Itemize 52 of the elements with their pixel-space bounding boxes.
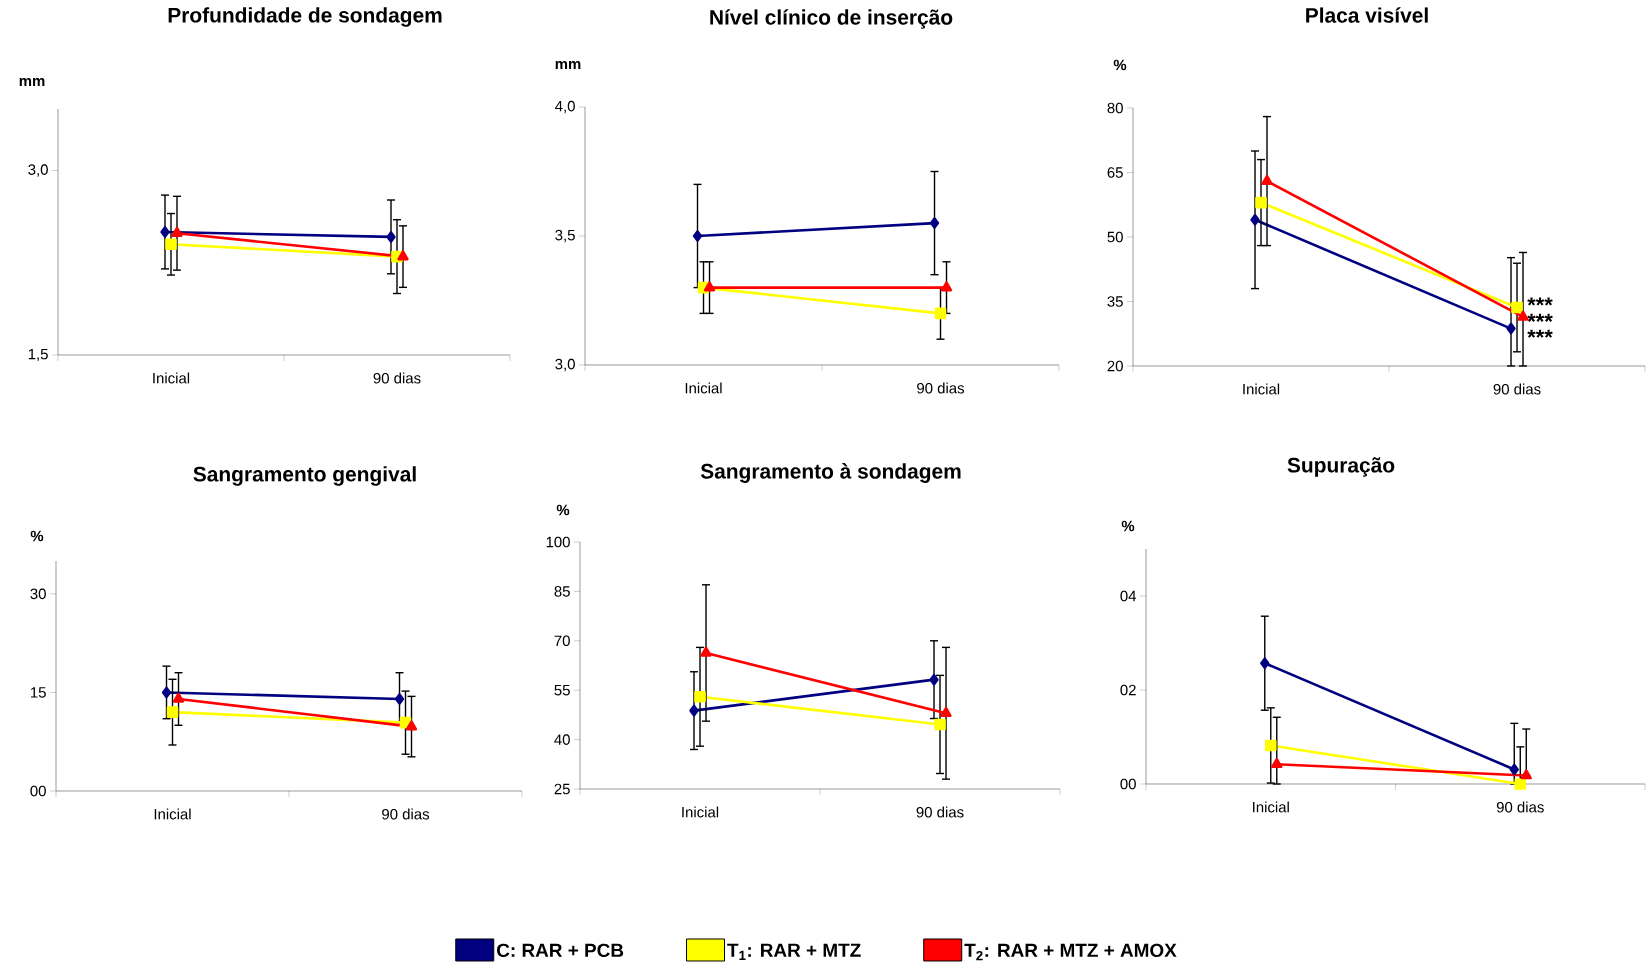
y-tick-label: 35 [1107, 296, 1123, 307]
chart-title: Profundidade de sondagem [168, 7, 442, 27]
x-tick-label: Inicial [685, 382, 722, 394]
legend-label: C: RAR + PCB [497, 943, 624, 958]
annotation: *** [1527, 313, 1553, 322]
y-axis-title: % [30, 530, 44, 542]
y-tick-label: 70 [554, 635, 570, 647]
x-tick-label: 90 dias [1496, 801, 1544, 813]
x-tick-label: Inicial [682, 806, 719, 818]
y-tick-label: 20 [1107, 360, 1123, 372]
y-axis-title: % [1113, 59, 1127, 71]
y-tick-label: 65 [1107, 167, 1123, 178]
x-tick-label: Inicial [1243, 383, 1280, 395]
y-tick-label: 40 [554, 734, 570, 745]
y-tick-label: 50 [1107, 231, 1123, 243]
x-tick-label: Inicial [154, 808, 191, 820]
chart-title: Sangramento à sondagem [700, 463, 961, 483]
x-tick-label: 90 dias [382, 808, 430, 820]
x-tick-label: Inicial [1253, 801, 1289, 813]
y-tick-label: 55 [554, 684, 570, 696]
y-axis-title: mm [555, 60, 581, 70]
legend-label: T$_{2}$: RAR + MTZ + AMOX [964, 943, 1177, 961]
x-tick-label: 90 dias [917, 382, 965, 394]
y-tick-label: 4,0 [555, 100, 575, 114]
chart-title: Placa visível [1306, 7, 1428, 23]
chart-title: Supuração [1287, 457, 1395, 477]
y-tick-label: 3,0 [555, 358, 575, 372]
y-tick-label: 30 [30, 588, 46, 600]
y-tick-label: 25 [554, 783, 570, 795]
chart-title: Sangramento gengival [193, 466, 416, 486]
y-axis-title: % [1121, 520, 1135, 532]
chart-title: Nível clínico de inserção [710, 9, 953, 29]
x-tick-label: Inicial [153, 372, 190, 384]
x-tick-label: 90 dias [1493, 383, 1541, 395]
y-tick-label: 15 [31, 687, 46, 698]
y-tick-label: 00 [1120, 778, 1136, 790]
y-tick-label: 3,0 [28, 164, 48, 177]
y-tick-label: 3,5 [555, 229, 575, 243]
annotation: *** [1527, 329, 1553, 338]
y-tick-label: 100 [546, 536, 570, 548]
x-tick-label: 90 dias [916, 806, 964, 818]
y-tick-label: 02 [1120, 684, 1136, 696]
x-tick-label: 90 dias [373, 372, 421, 384]
y-tick-label: 85 [554, 586, 570, 597]
y-axis-title: mm [19, 77, 45, 86]
legend-label: T$_{1}$: RAR + MTZ [727, 943, 861, 960]
y-tick-label: 00 [30, 785, 46, 797]
annotation: *** [1527, 297, 1553, 306]
y-tick-label: 1,5 [28, 348, 48, 362]
y-axis-title: % [556, 504, 570, 516]
y-tick-label: 80 [1107, 102, 1123, 114]
y-tick-label: 04 [1120, 590, 1137, 602]
